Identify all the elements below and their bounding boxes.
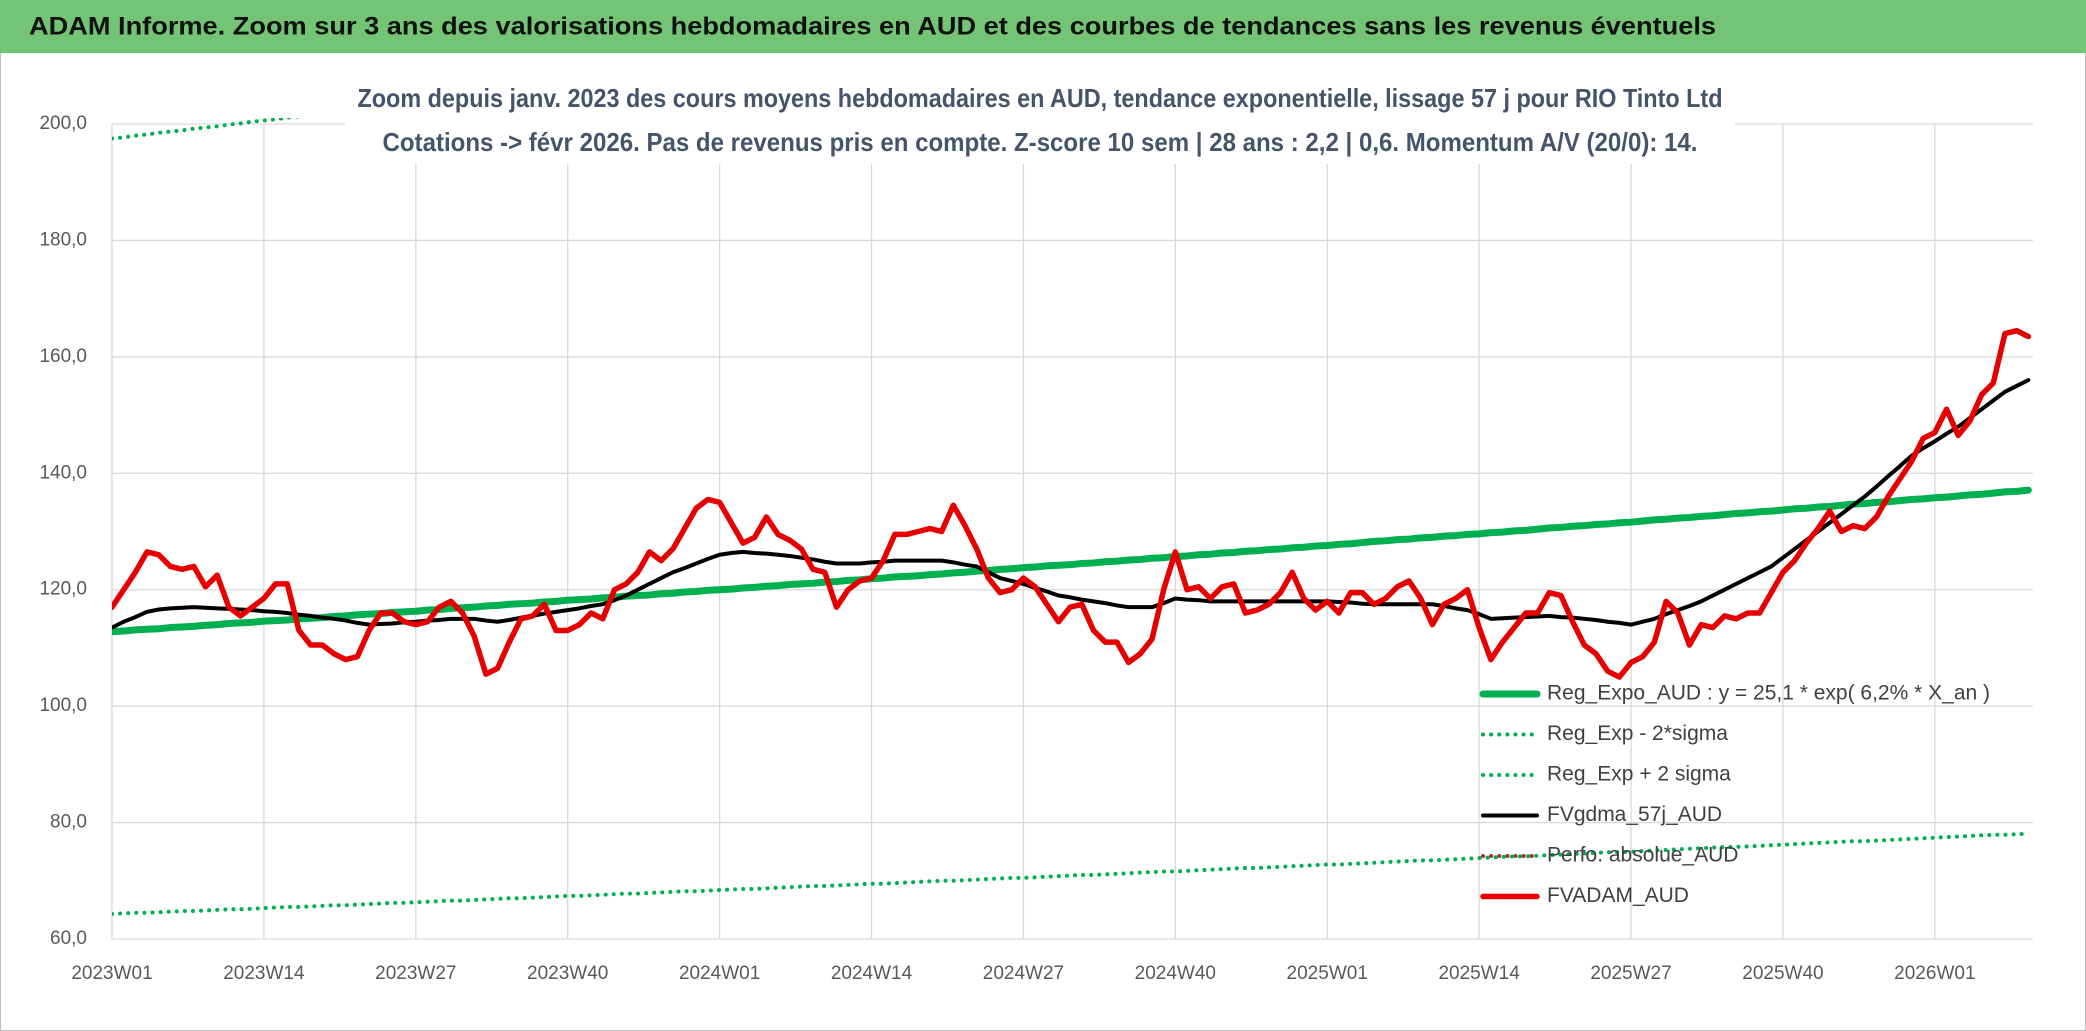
legend-label: FVgdma_57j_AUD: [1547, 803, 1722, 826]
header-bar: [0, 0, 2086, 53]
series-line: [112, 327, 2032, 680]
y-tick-label: 120,0: [39, 579, 87, 600]
x-tick-label: 2024W01: [679, 963, 760, 984]
x-tick-label: 2025W27: [1590, 963, 1671, 984]
grid: 60,0 80,0 100,0 120,0 140,0 160,0 180,0 200,0 20…: [39, 113, 2033, 984]
x-tick-label: 2024W27: [983, 963, 1064, 984]
y-tick-label: 60,0: [50, 928, 87, 949]
y-tick-label: 140,0: [39, 462, 87, 483]
subtitle-bg: [345, 78, 1735, 164]
x-tick-label: 2023W14: [223, 963, 305, 984]
legend-label: FVADAM_AUD: [1547, 884, 1689, 907]
legend-label: Reg_Expo_AUD : y = 25,1 * exp( 6,2% * X_…: [1547, 682, 1990, 705]
y-tick-label: 160,0: [39, 346, 87, 367]
x-tick-label: 2024W14: [831, 963, 913, 984]
x-tick-label: 2025W01: [1287, 963, 1368, 984]
y-tick-label: 180,0: [39, 229, 87, 250]
x-tick-label: 2023W40: [527, 963, 608, 984]
x-tick-label: 2023W27: [375, 963, 456, 984]
y-tick-label: 80,0: [50, 812, 87, 833]
legend-label: Perfo. absolue_AUD: [1547, 844, 1738, 867]
x-tick-label: 2024W40: [1135, 963, 1216, 984]
x-tick-label: 2023W01: [71, 963, 152, 984]
y-tick-label: 200,0: [39, 113, 87, 134]
x-tick-label: 2025W14: [1438, 963, 1520, 984]
legend: Reg_Expo_AUD : y = 25,1 * exp( 6,2% * X_…: [1479, 682, 1990, 907]
subtitle: Cotations -> févr 2026. Pas de revenus p…: [383, 127, 1698, 157]
subtitle: Zoom depuis janv. 2023 des cours moyens …: [358, 83, 1723, 113]
series-line: [112, 486, 2032, 636]
legend-label: Reg_Exp + 2 sigma: [1547, 763, 1731, 786]
x-tick-label: 2026W01: [1894, 963, 1975, 984]
plot: [112, 118, 2032, 916]
y-tick-label: 100,0: [39, 695, 87, 716]
x-tick-label: 2025W40: [1742, 963, 1823, 984]
chart-title: ADAM Informe. Zoom sur 3 ans des valoris…: [29, 13, 1716, 41]
legend-label: Reg_Exp - 2*sigma: [1547, 722, 1728, 745]
